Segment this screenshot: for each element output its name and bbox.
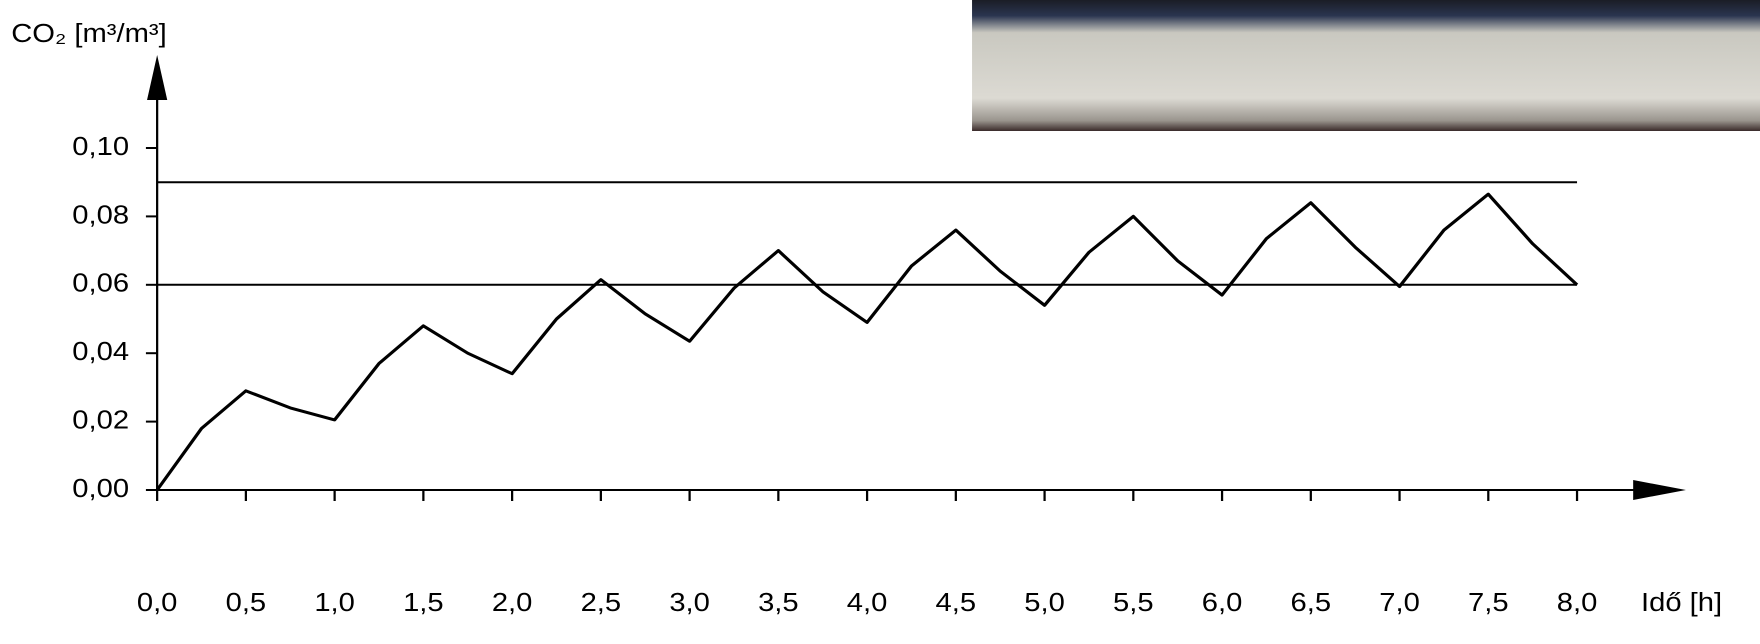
x-tick-label: 8,0 <box>1557 587 1598 616</box>
x-tick-label: 5,0 <box>1024 587 1065 616</box>
chart: CO₂ [m³/m³] Idő [h] 0,000,020,040,060,08… <box>0 0 1760 644</box>
x-axis-label: Idő [h] <box>1641 587 1722 616</box>
x-tick-label: 1,5 <box>403 587 444 616</box>
x-tick-label: 4,5 <box>936 587 977 616</box>
y-tick-label: 0,04 <box>72 337 129 366</box>
photo-inset <box>972 0 1760 131</box>
x-axis-arrow <box>1633 480 1686 500</box>
x-tick-label: 2,0 <box>492 587 533 616</box>
x-tick-label: 7,5 <box>1468 587 1509 616</box>
y-tick-label: 0,00 <box>72 473 129 502</box>
x-tick-label: 3,5 <box>758 587 799 616</box>
y-tick-label: 0,06 <box>72 268 129 297</box>
y-axis-label: CO₂ [m³/m³] <box>11 18 167 47</box>
x-tick-label: 0,0 <box>137 587 178 616</box>
x-tick-label: 7,0 <box>1379 587 1420 616</box>
x-tick-label: 1,0 <box>314 587 355 616</box>
y-axis-arrow <box>147 55 167 100</box>
x-tick-label: 2,5 <box>581 587 622 616</box>
x-tick-label: 6,0 <box>1202 587 1243 616</box>
x-tick-label: 4,0 <box>847 587 888 616</box>
x-tick-label: 0,5 <box>226 587 267 616</box>
y-tick-label: 0,10 <box>72 131 129 160</box>
x-tick-label: 6,5 <box>1291 587 1332 616</box>
y-tick-label: 0,02 <box>72 405 129 434</box>
x-tick-label: 3,0 <box>669 587 710 616</box>
y-tick-label: 0,08 <box>72 200 129 229</box>
x-tick-label: 5,5 <box>1113 587 1154 616</box>
data-line <box>157 194 1577 490</box>
